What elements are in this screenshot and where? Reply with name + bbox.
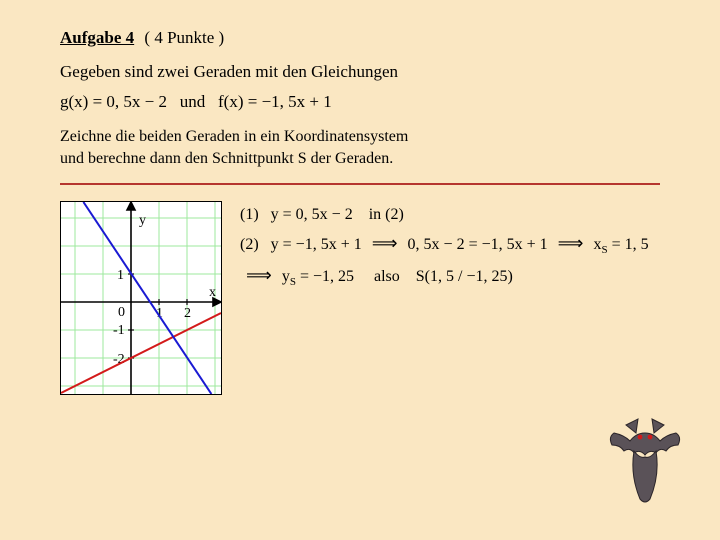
work-l2e: = 1, 5 xyxy=(608,236,649,253)
equation-line: g(x) = 0, 5x − 2 und f(x) = −1, 5x + 1 xyxy=(60,92,660,112)
bat-icon xyxy=(606,415,684,510)
exercise-label: Aufgabe 4 xyxy=(60,28,134,47)
divider xyxy=(60,183,660,185)
svg-text:1: 1 xyxy=(117,268,124,283)
axis-zero: 0 xyxy=(118,305,125,320)
implies-icon: ⟹ xyxy=(552,233,590,253)
work-l2b: y = −1, 5x + 1 xyxy=(271,236,362,253)
exercise-title: Aufgabe 4 ( 4 Punkte ) xyxy=(60,28,660,48)
exercise-points: ( 4 Punkte ) xyxy=(144,28,224,47)
solution-work: (1) y = 0, 5x − 2 in (2) (2) y = −1, 5x … xyxy=(240,201,649,292)
axis-label-x: x xyxy=(209,285,216,300)
instruction-line-2: und berechne dann den Schnittpunkt S der… xyxy=(60,150,393,167)
equation-f: f(x) = −1, 5x + 1 xyxy=(218,92,332,111)
work-l2c: 0, 5x − 2 = −1, 5x + 1 xyxy=(408,236,548,253)
work-l3c: also xyxy=(374,268,400,285)
work-l1b: y = 0, 5x − 2 xyxy=(271,206,353,223)
implies-icon: ⟹ xyxy=(366,233,404,253)
work-l3b: = −1, 25 xyxy=(296,268,354,285)
work-l3d: S(1, 5 / −1, 25) xyxy=(416,268,513,285)
equation-g: g(x) = 0, 5x − 2 xyxy=(60,92,167,111)
equation-and: und xyxy=(180,92,206,111)
work-l1a: (1) xyxy=(240,206,259,223)
work-l3a: y xyxy=(282,268,290,285)
svg-text:2: 2 xyxy=(184,306,191,321)
coordinate-graph: y x 0 1 -1 -2 1 2 xyxy=(60,201,222,395)
work-l2a: (2) xyxy=(240,236,259,253)
implies-icon: ⟹ xyxy=(240,265,278,285)
svg-text:-1: -1 xyxy=(113,323,125,338)
instruction-line-1: Zeichne die beiden Geraden in ein Koordi… xyxy=(60,128,408,145)
given-text: Gegeben sind zwei Geraden mit den Gleich… xyxy=(60,62,660,82)
instruction-text: Zeichne die beiden Geraden in ein Koordi… xyxy=(60,126,660,169)
work-l1c: in (2) xyxy=(369,206,404,223)
solution-row: y x 0 1 -1 -2 1 2 xyxy=(60,201,660,395)
axis-label-y: y xyxy=(139,213,146,228)
